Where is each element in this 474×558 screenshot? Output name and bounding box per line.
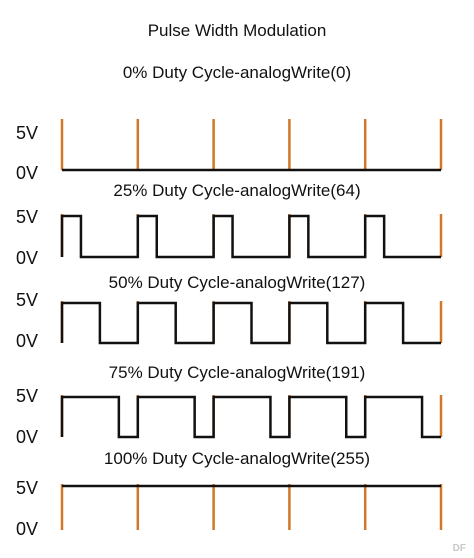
pwm-signal-3	[60, 395, 441, 439]
panel-title-3: 75% Duty Cycle-analogWrite(191)	[108, 363, 366, 382]
panel-1-high-label: 5V	[16, 207, 39, 227]
page-title: Pulse Width Modulation	[147, 21, 327, 40]
panel-4-high-label: 5V	[16, 478, 39, 498]
panel-1-low-label: 0V	[16, 248, 39, 268]
pwm-signal-2	[60, 301, 441, 345]
panel-title-1: 25% Duty Cycle-analogWrite(64)	[113, 181, 361, 200]
panel-title-0: 0% Duty Cycle-analogWrite(0)	[122, 63, 352, 82]
watermark-logo: DF	[452, 543, 466, 554]
panel-3-low-label: 0V	[16, 427, 39, 447]
panel-title-2: 50% Duty Cycle-analogWrite(127)	[108, 273, 366, 292]
panel-3-high-label: 5V	[16, 386, 39, 406]
panel-0-high-label: 5V	[16, 123, 39, 143]
panel-title-4: 100% Duty Cycle-analogWrite(255)	[103, 449, 371, 468]
pwm-signal-1	[60, 214, 441, 259]
panel-2-high-label: 5V	[16, 290, 39, 310]
panel-0-low-label: 0V	[16, 163, 39, 183]
panel-2-low-label: 0V	[16, 331, 39, 351]
panel-4-low-label: 0V	[16, 519, 39, 539]
